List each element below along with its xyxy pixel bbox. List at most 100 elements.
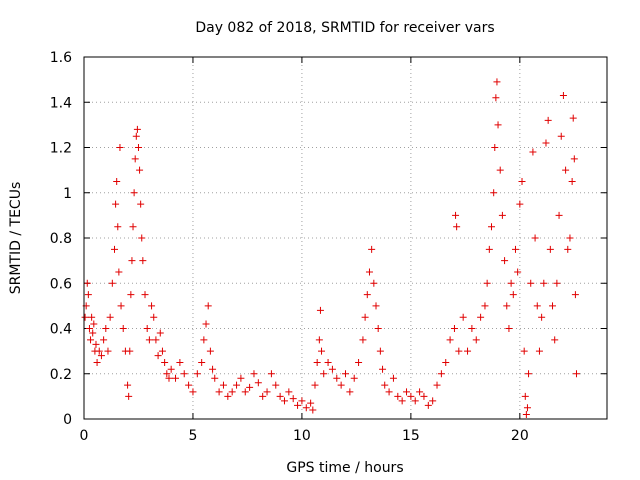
- data-point: [250, 370, 258, 378]
- data-point: [185, 381, 193, 389]
- data-point: [493, 78, 501, 86]
- data-point: [346, 388, 354, 396]
- data-point: [376, 347, 384, 355]
- data-point: [468, 325, 476, 332]
- data-point: [483, 279, 491, 287]
- y-tick-label: 0.8: [50, 231, 72, 247]
- data-point: [559, 91, 567, 99]
- data-point: [525, 370, 533, 378]
- data-point: [228, 388, 236, 396]
- data-point: [85, 325, 93, 332]
- x-tick-label: 15: [402, 428, 420, 444]
- y-tick-label: 0: [63, 412, 72, 428]
- data-point: [485, 245, 493, 253]
- y-axis-label: SRMTID / TECUs: [8, 182, 24, 295]
- data-point: [551, 336, 559, 344]
- data-point: [193, 370, 201, 378]
- data-point: [318, 347, 326, 355]
- data-point: [89, 329, 97, 337]
- x-axis-label: GPS time / hours: [286, 460, 403, 476]
- data-point: [161, 358, 169, 366]
- data-point: [403, 388, 411, 396]
- y-tick-label: 0.2: [50, 367, 72, 383]
- data-point: [152, 336, 160, 344]
- data-point: [128, 257, 136, 265]
- data-point: [328, 365, 336, 373]
- data-point: [514, 268, 522, 276]
- data-point: [516, 200, 524, 208]
- data-point: [522, 410, 530, 418]
- data-point: [302, 404, 310, 412]
- data-point: [167, 365, 175, 373]
- data-point: [84, 291, 92, 299]
- data-point: [488, 223, 496, 231]
- data-point: [130, 189, 138, 197]
- data-point: [477, 313, 485, 321]
- data-point: [276, 392, 284, 400]
- data-point: [148, 302, 156, 310]
- data-point: [272, 381, 280, 389]
- data-point: [389, 374, 397, 382]
- data-point: [464, 347, 472, 355]
- data-point: [88, 313, 96, 321]
- data-point: [100, 336, 108, 344]
- data-point: [509, 291, 517, 299]
- data-point: [134, 144, 142, 151]
- y-tick-label: 0.6: [50, 276, 72, 292]
- data-point: [549, 302, 557, 310]
- data-point: [125, 392, 133, 400]
- data-point: [141, 291, 149, 299]
- data-point: [131, 155, 139, 163]
- data-point: [492, 94, 500, 102]
- data-point: [333, 374, 341, 382]
- data-point: [394, 392, 402, 400]
- data-point: [111, 245, 119, 253]
- plot-frame: [83, 56, 608, 420]
- data-point: [237, 374, 245, 382]
- data-point: [337, 381, 345, 389]
- data-point: [363, 291, 371, 299]
- data-point: [154, 352, 162, 360]
- data-point: [138, 234, 146, 242]
- data-point: [398, 397, 406, 405]
- data-point: [156, 329, 164, 337]
- data-point: [535, 347, 543, 355]
- data-point: [320, 370, 328, 378]
- y-tick-label: 1.2: [50, 141, 72, 157]
- data-point: [81, 313, 89, 321]
- data-point: [533, 302, 541, 310]
- data-point: [540, 279, 548, 287]
- x-tick-label: 5: [188, 428, 197, 444]
- data-point: [172, 374, 180, 382]
- data-point: [481, 302, 489, 310]
- data-point: [491, 144, 499, 151]
- data-point: [114, 223, 122, 231]
- data-point: [544, 116, 552, 124]
- data-point: [112, 200, 120, 208]
- data-point: [501, 257, 509, 265]
- data-point: [503, 302, 511, 310]
- data-point: [411, 397, 419, 405]
- data-point: [202, 320, 210, 328]
- data-point: [316, 306, 324, 314]
- data-point: [446, 336, 454, 344]
- data-point: [455, 347, 463, 355]
- data-point: [198, 358, 206, 366]
- data-point: [490, 189, 498, 197]
- data-point: [564, 245, 572, 253]
- data-point: [158, 347, 166, 355]
- data-point: [139, 257, 147, 265]
- data-point: [113, 177, 121, 185]
- data-point: [555, 211, 563, 219]
- data-point: [211, 374, 219, 382]
- data-point: [505, 325, 513, 332]
- data-point: [106, 313, 114, 321]
- data-point: [572, 370, 580, 378]
- data-point: [523, 404, 531, 412]
- data-point: [538, 313, 546, 321]
- data-point: [83, 279, 91, 287]
- data-point: [280, 397, 288, 405]
- data-point: [116, 144, 124, 151]
- data-point: [381, 381, 389, 389]
- data-point: [568, 177, 576, 185]
